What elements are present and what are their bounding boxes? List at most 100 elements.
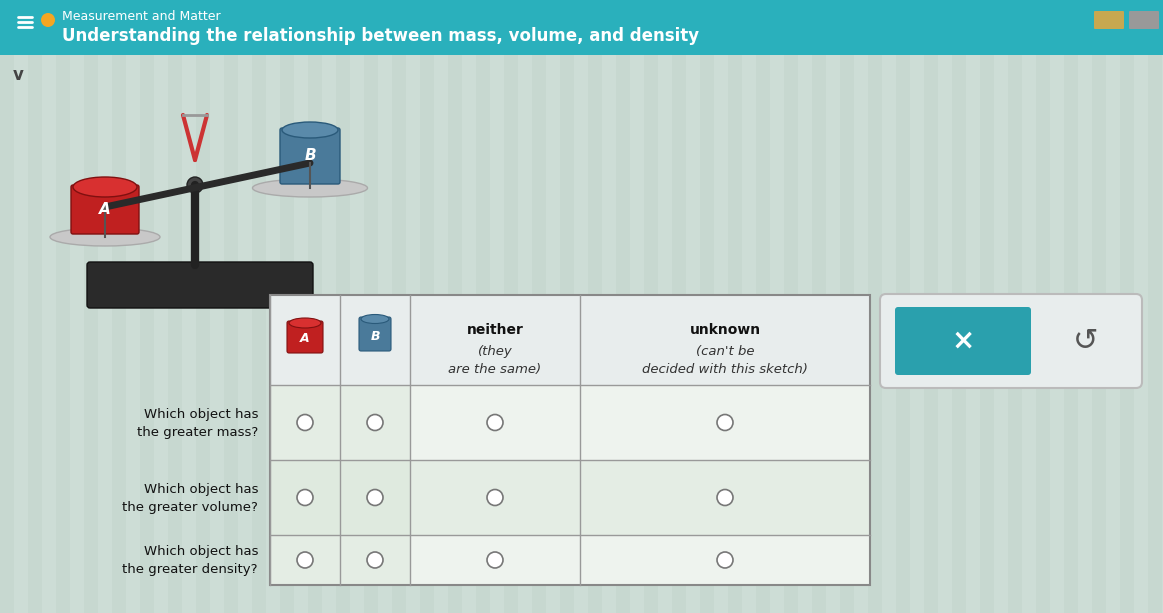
Text: (can't be: (can't be (695, 346, 755, 359)
Circle shape (368, 552, 383, 568)
FancyBboxPatch shape (71, 185, 140, 234)
Ellipse shape (288, 318, 321, 328)
Bar (270, 295, 870, 385)
Bar (364, 55, 378, 613)
Text: Measurement and Matter: Measurement and Matter (62, 10, 221, 23)
Bar (756, 55, 770, 613)
Bar (167, 55, 181, 613)
Bar (270, 295, 870, 585)
Bar (270, 385, 870, 460)
Bar (1064, 55, 1078, 613)
Ellipse shape (281, 122, 338, 138)
Bar (56, 55, 70, 613)
FancyBboxPatch shape (880, 294, 1142, 388)
Bar (672, 55, 686, 613)
Circle shape (487, 490, 504, 506)
Ellipse shape (50, 228, 160, 246)
Text: A: A (99, 202, 110, 216)
Bar (392, 55, 406, 613)
Bar (1092, 55, 1106, 613)
Bar (531, 55, 545, 613)
Bar (728, 55, 742, 613)
Circle shape (297, 552, 313, 568)
Bar (308, 55, 322, 613)
Bar (280, 55, 294, 613)
Bar (270, 460, 870, 535)
Bar (420, 55, 434, 613)
Circle shape (297, 490, 313, 506)
Circle shape (187, 177, 204, 193)
Bar (616, 55, 630, 613)
Bar (28, 55, 42, 613)
Bar (252, 55, 266, 613)
Circle shape (487, 414, 504, 430)
Bar (1036, 55, 1050, 613)
Bar (1148, 55, 1162, 613)
Text: Which object has: Which object has (143, 483, 258, 496)
Ellipse shape (361, 314, 388, 324)
Bar (197, 55, 211, 613)
Text: the greater density?: the greater density? (122, 563, 258, 576)
Bar (0, 0, 1163, 55)
FancyBboxPatch shape (280, 128, 340, 184)
Text: unknown: unknown (690, 323, 761, 337)
Bar (1120, 55, 1134, 613)
Bar (868, 55, 882, 613)
Text: ×: × (951, 327, 975, 355)
Ellipse shape (73, 177, 137, 197)
Text: B: B (305, 148, 316, 164)
Bar (896, 55, 909, 613)
Bar (644, 55, 658, 613)
Circle shape (297, 414, 313, 430)
Circle shape (718, 552, 733, 568)
Bar (561, 55, 575, 613)
Circle shape (718, 414, 733, 430)
Bar (952, 55, 966, 613)
Text: A: A (300, 332, 309, 346)
Bar (700, 55, 714, 613)
Bar (980, 55, 994, 613)
Circle shape (368, 490, 383, 506)
Bar (84, 55, 98, 613)
Text: Understanding the relationship between mass, volume, and density: Understanding the relationship between m… (62, 27, 699, 45)
Bar (840, 55, 854, 613)
Text: (they: (they (478, 346, 513, 359)
Bar (336, 55, 350, 613)
Bar (588, 55, 602, 613)
FancyBboxPatch shape (1129, 11, 1160, 29)
FancyBboxPatch shape (896, 307, 1032, 375)
Bar (270, 295, 870, 585)
Text: ↺: ↺ (1073, 327, 1099, 356)
Bar (112, 55, 126, 613)
Ellipse shape (252, 179, 368, 197)
Text: Which object has: Which object has (143, 408, 258, 421)
Bar (140, 55, 154, 613)
Text: the greater volume?: the greater volume? (122, 501, 258, 514)
Bar (270, 535, 870, 585)
Circle shape (368, 414, 383, 430)
Bar (224, 55, 238, 613)
Bar (340, 385, 411, 585)
FancyBboxPatch shape (1094, 11, 1123, 29)
Circle shape (41, 13, 55, 27)
FancyBboxPatch shape (287, 321, 323, 353)
Circle shape (718, 490, 733, 506)
Bar (784, 55, 798, 613)
Bar (448, 55, 462, 613)
Text: B: B (370, 330, 380, 343)
Text: decided with this sketch): decided with this sketch) (642, 364, 808, 376)
Text: the greater mass?: the greater mass? (137, 426, 258, 439)
Text: Which object has: Which object has (143, 546, 258, 558)
Text: are the same): are the same) (449, 364, 542, 376)
Bar (0, 55, 14, 613)
Bar (1008, 55, 1022, 613)
Bar (812, 55, 826, 613)
Text: v: v (13, 66, 23, 84)
Bar (476, 55, 490, 613)
Bar (504, 55, 518, 613)
Circle shape (487, 552, 504, 568)
FancyBboxPatch shape (359, 317, 391, 351)
Bar (270, 385, 340, 585)
Bar (923, 55, 939, 613)
FancyBboxPatch shape (87, 262, 313, 308)
